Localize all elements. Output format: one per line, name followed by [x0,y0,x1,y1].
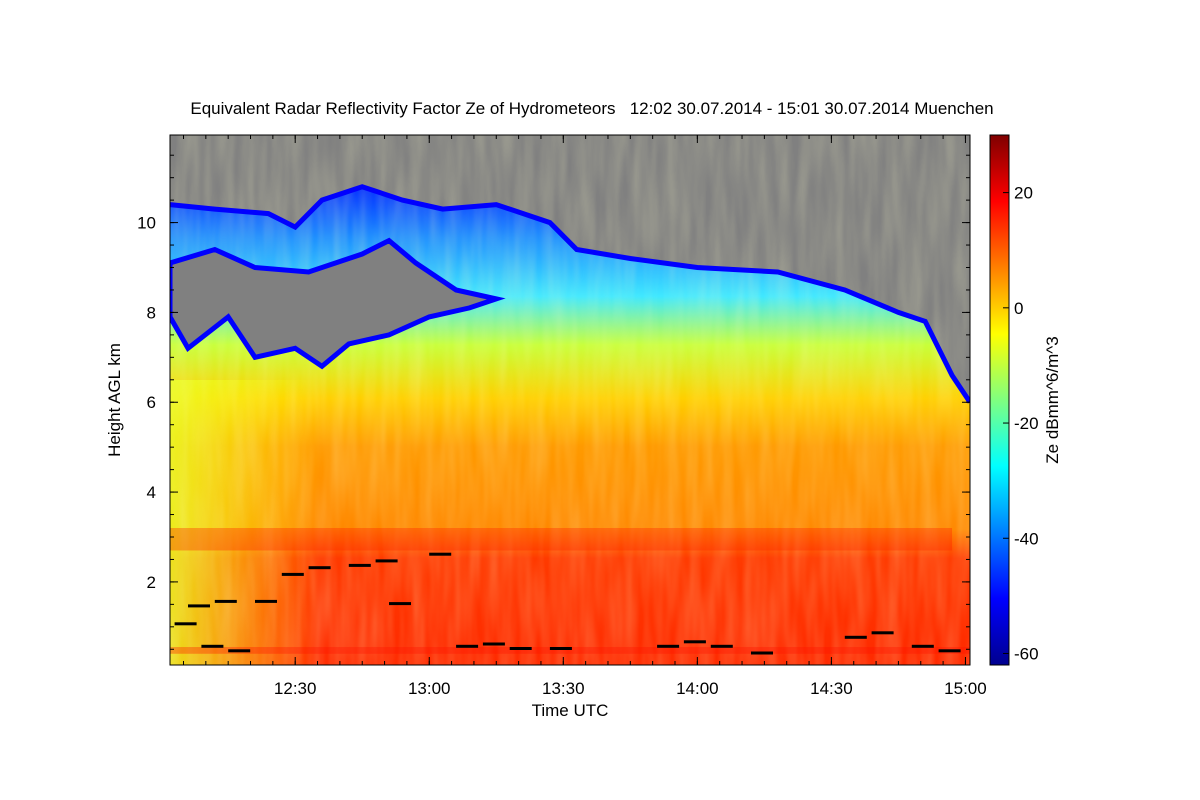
colorbar-tick-label: -20 [1014,414,1039,433]
cloud-base-segment [456,644,479,648]
chart-title: Equivalent Radar Reflectivity Factor Ze … [190,99,993,118]
cloud-base-segment [683,640,706,644]
cloud-base-segment [375,559,398,563]
cloud-base-points [174,552,961,655]
cloud-base-segment [201,644,224,648]
near-surface-layer [170,647,970,654]
cloud-base-segment [710,644,733,648]
y-tick-label: 8 [147,303,156,322]
x-axis: 12:30 13:00 13:30 14:00 14:30 15:00 [182,135,987,698]
upper-gap-edge [170,237,506,370]
cloud-base-segment [214,599,237,603]
cloud-base-segment [188,604,210,608]
cloud-base-segment [509,647,532,650]
y-tick-label: 10 [137,214,156,233]
x-tick-label: 15:00 [944,679,987,698]
x-axis-label: Time UTC [532,701,609,720]
cloud-base-segment [308,566,331,570]
cloud-base-segment [844,635,867,639]
x-tick-label: 13:00 [408,679,451,698]
colorbar-tick-label: -60 [1014,644,1039,663]
x-tick-label: 14:00 [676,679,719,698]
cloud-base-segment [657,644,680,648]
cloud-base-segment [174,622,197,626]
x-tick-label: 14:30 [810,679,853,698]
colorbar-tick-label: 20 [1014,184,1033,203]
cloud-base-segment [751,651,773,655]
y-axis: 2 4 6 8 10 [137,154,970,650]
echo-top-edge [170,184,970,404]
colorbar-tick-label: 0 [1014,299,1023,318]
cloud-base-segment [482,642,505,646]
plot-frame [169,134,971,666]
cloud-base-segment [911,644,934,648]
upper-gap-region [170,240,497,367]
cloud-base-segment [389,602,411,606]
cloud-base-segment [871,631,894,635]
cloud-base-segment [348,563,371,567]
cloud-base-segment [938,649,961,653]
y-tick-label: 6 [147,393,156,412]
colorbar [989,134,1010,666]
y-tick-label: 4 [147,483,156,502]
plot-area [170,135,970,665]
streak-texture [170,135,970,665]
y-tick-label: 2 [147,573,156,592]
cloud-base-segment [281,572,304,576]
cloud-base-segment [255,599,277,603]
y-axis-label: Height AGL km [105,343,124,457]
bright-band-layer [170,528,953,551]
colorbar-label: Ze dBmm^6/m^3 [1043,336,1062,463]
cloud-base-segment [429,552,452,556]
cloud-base-segment [228,649,251,653]
x-tick-label: 13:30 [542,679,585,698]
colorbar-tick-label: -40 [1014,529,1039,548]
cloud-base-segment [549,647,572,650]
x-tick-label: 12:30 [274,679,317,698]
colorbar-axis: 20 0 -20 -40 -60 [1003,184,1039,663]
